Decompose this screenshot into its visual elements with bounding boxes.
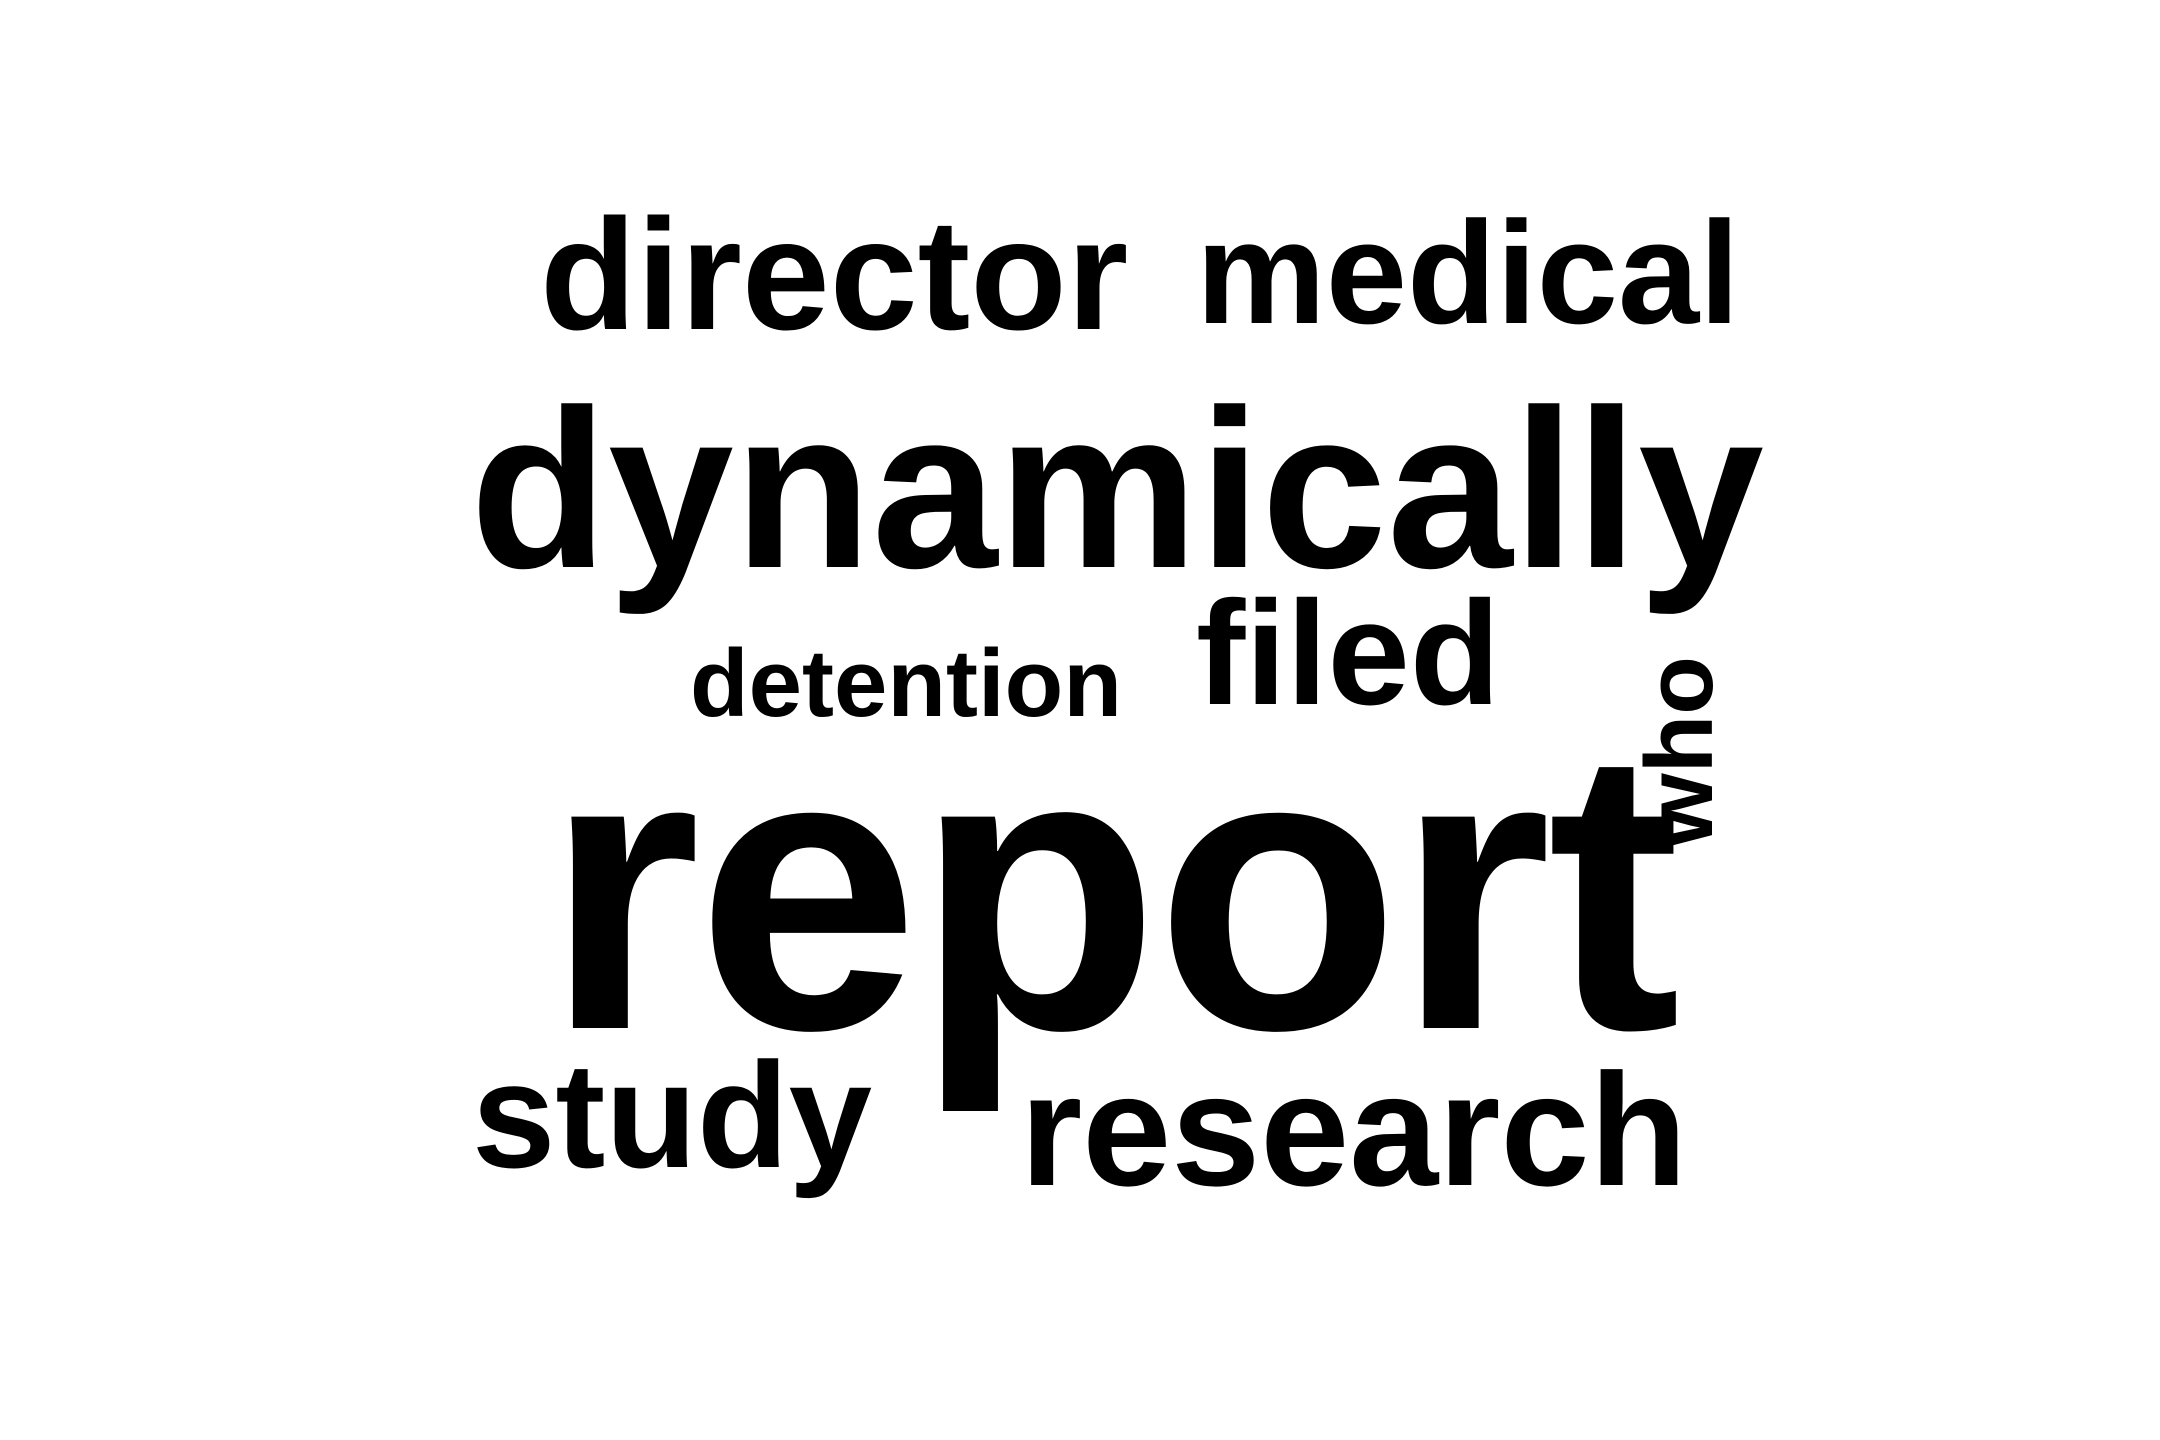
word-who: who <box>1626 656 1733 848</box>
word-medical: medical <box>1196 191 1740 354</box>
word-detention: detention <box>690 630 1122 737</box>
word-director: director <box>540 187 1129 363</box>
word-research: research <box>1020 1040 1688 1219</box>
word-study: study <box>472 1031 873 1199</box>
word-dynamically: dynamically <box>470 362 1764 615</box>
word-report: report <box>545 666 1681 1113</box>
word-filed: filed <box>1196 571 1501 736</box>
